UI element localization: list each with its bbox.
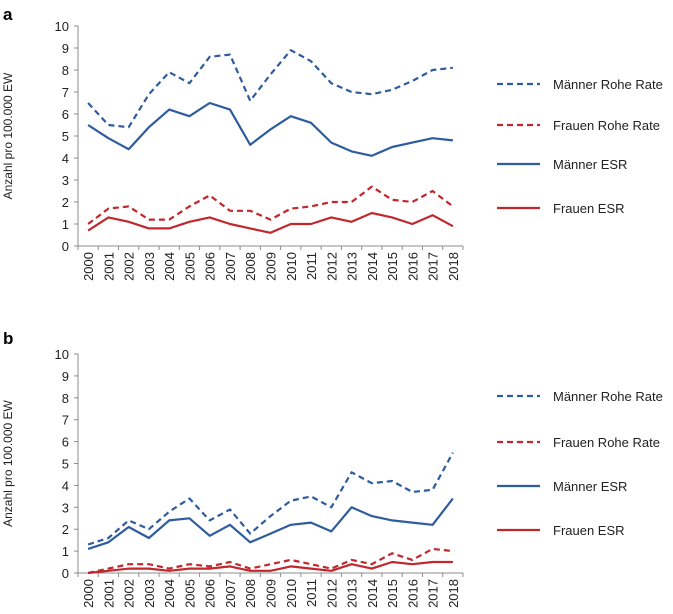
x-tick-label: 2014 — [365, 579, 380, 608]
chart-panel-a: a Anzahl pro 100.000 EW 0 1 2 3 4 5 6 7 8 9 10 2000 20… — [1, 5, 663, 281]
y-tick-label: 5 — [62, 457, 69, 472]
chart-panel-b: b Anzahl pro 100.000 EW 0 1 2 3 4 5 6 7 8 9 10 2000 20… — [1, 329, 663, 608]
y-tick-label: 9 — [62, 369, 69, 384]
series-line-m-nner-rohe-rate — [87, 452, 454, 546]
y-tick-label: 3 — [62, 500, 69, 515]
x-tick-label: 2018 — [446, 579, 461, 608]
y-tick-label: 7 — [62, 413, 69, 428]
x-tick-label: 2004 — [162, 252, 177, 281]
x-tick-label: 2017 — [426, 579, 441, 608]
y-tick-label: 9 — [62, 41, 69, 56]
x-tick-label: 2000 — [81, 579, 96, 608]
x-tick-label: 2015 — [385, 579, 400, 608]
legend-label: Frauen Rohe Rate — [553, 435, 660, 450]
y-tick-label: 3 — [62, 173, 69, 188]
x-tick-label: 2011 — [304, 579, 319, 607]
x-tick-label: 2000 — [81, 252, 96, 281]
series-line-m-nner-rohe-rate — [87, 49, 454, 129]
x-tick-label: 2012 — [324, 252, 339, 281]
x-tick-label: 2007 — [223, 252, 238, 281]
y-tick-label: 5 — [62, 129, 69, 144]
series-line-frauen-rohe-rate — [87, 547, 454, 575]
panel-label: b — [3, 329, 13, 348]
x-tick-label: 2006 — [203, 252, 218, 281]
x-tick-label: 2018 — [446, 252, 461, 281]
y-tick-label: 8 — [62, 63, 69, 78]
x-tick-label: 2002 — [122, 579, 137, 608]
x-tick-label: 2014 — [365, 252, 380, 281]
x-tick-label: 2015 — [385, 252, 400, 281]
legend-label: Männer ESR — [553, 157, 627, 172]
legend-label: Frauen Rohe Rate — [553, 118, 660, 133]
x-tick-label: 2001 — [101, 579, 116, 608]
legend-label: Frauen ESR — [553, 523, 625, 538]
panel-label: a — [3, 5, 13, 24]
x-tick-label: 2009 — [264, 252, 279, 281]
x-tick-label: 2010 — [284, 579, 299, 608]
series-line-frauen-rohe-rate — [87, 185, 454, 225]
y-tick-label: 2 — [62, 195, 69, 210]
y-tick-label: 8 — [62, 391, 69, 406]
x-tick-label: 2003 — [142, 252, 157, 281]
y-axis-label: Anzahl pro 100.000 EW — [1, 399, 15, 526]
x-tick-label: 2008 — [243, 579, 258, 608]
y-tick-label: 1 — [62, 544, 69, 559]
y-tick-label: 10 — [55, 347, 69, 362]
legend-label: Männer Rohe Rate — [553, 77, 663, 92]
series-line-m-nner-esr — [87, 101, 454, 157]
y-tick-label: 2 — [62, 522, 69, 537]
x-tick-label: 2008 — [243, 252, 258, 281]
x-tick-label: 2016 — [405, 252, 420, 281]
x-tick-label: 2016 — [405, 579, 420, 608]
x-tick-label: 2005 — [182, 579, 197, 608]
legend-label: Männer ESR — [553, 479, 627, 494]
y-tick-label: 4 — [62, 151, 69, 166]
series-line-frauen-esr — [87, 211, 454, 234]
y-tick-label: 6 — [62, 435, 69, 450]
legend-label: Männer Rohe Rate — [553, 389, 663, 404]
x-tick-label: 2003 — [142, 579, 157, 608]
x-tick-label: 2013 — [345, 579, 360, 608]
x-tick-label: 2005 — [182, 252, 197, 281]
x-tick-label: 2006 — [203, 579, 218, 608]
x-tick-label: 2001 — [101, 252, 116, 281]
series-line-frauen-esr — [87, 560, 453, 575]
x-tick-label: 2002 — [122, 252, 137, 281]
y-tick-label: 0 — [62, 566, 69, 581]
y-tick-label: 6 — [62, 107, 69, 122]
y-tick-label: 4 — [62, 478, 69, 493]
y-tick-label: 1 — [62, 217, 69, 232]
x-tick-label: 2012 — [324, 579, 339, 608]
y-tick-label: 7 — [62, 85, 69, 100]
series-line-m-nner-esr — [87, 497, 454, 550]
y-tick-label: 0 — [62, 239, 69, 254]
y-axis-label: Anzahl pro 100.000 EW — [1, 72, 15, 199]
x-tick-label: 2009 — [264, 579, 279, 608]
x-tick-label: 2013 — [345, 252, 360, 281]
x-tick-label: 2017 — [426, 252, 441, 281]
x-tick-label: 2010 — [284, 252, 299, 281]
y-tick-label: 10 — [55, 19, 69, 34]
x-tick-label: 2011 — [304, 252, 319, 280]
x-tick-label: 2007 — [223, 579, 238, 608]
legend-label: Frauen ESR — [553, 201, 625, 216]
x-tick-label: 2004 — [162, 579, 177, 608]
